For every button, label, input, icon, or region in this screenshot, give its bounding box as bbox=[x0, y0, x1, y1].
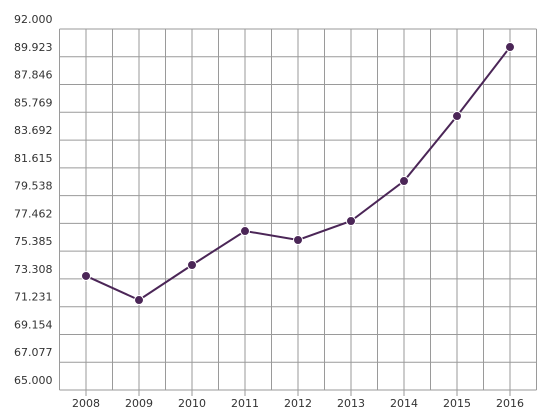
y-tick-label: 81.615 bbox=[14, 152, 53, 165]
x-tick-label: 2010 bbox=[178, 397, 206, 410]
y-tick-label: 67.077 bbox=[14, 346, 53, 359]
y-tick-label: 92.000 bbox=[14, 13, 53, 26]
data-point bbox=[81, 270, 91, 281]
y-tick-label: 77.462 bbox=[14, 207, 53, 220]
y-tick-label: 65.000 bbox=[14, 374, 53, 387]
y-tick-label: 71.231 bbox=[14, 291, 53, 304]
x-tick-label: 2014 bbox=[390, 397, 418, 410]
y-tick-label: 75.385 bbox=[14, 235, 53, 248]
y-tick-label: 85.769 bbox=[14, 96, 53, 109]
x-tick-label: 2011 bbox=[231, 397, 259, 410]
x-tick-label: 2015 bbox=[443, 397, 471, 410]
y-tick-label: 87.846 bbox=[14, 69, 53, 82]
y-tick-label: 79.538 bbox=[14, 180, 53, 193]
y-tick-label: 69.154 bbox=[14, 318, 53, 331]
data-point bbox=[452, 111, 462, 122]
x-tick-label: 2016 bbox=[496, 397, 524, 410]
data-point bbox=[293, 234, 303, 245]
y-tick-label: 73.308 bbox=[14, 263, 53, 276]
data-point bbox=[505, 42, 515, 53]
x-tick-label: 2013 bbox=[337, 397, 365, 410]
y-tick-label: 89.923 bbox=[14, 41, 53, 54]
data-point bbox=[346, 215, 356, 226]
x-tick-label: 2012 bbox=[284, 397, 312, 410]
x-tick-label: 2008 bbox=[72, 397, 100, 410]
x-tick-label: 2009 bbox=[125, 397, 153, 410]
data-point bbox=[399, 176, 409, 187]
data-point bbox=[240, 226, 250, 237]
y-tick-label: 83.692 bbox=[14, 124, 53, 137]
data-point bbox=[187, 259, 197, 270]
data-point bbox=[134, 295, 144, 306]
